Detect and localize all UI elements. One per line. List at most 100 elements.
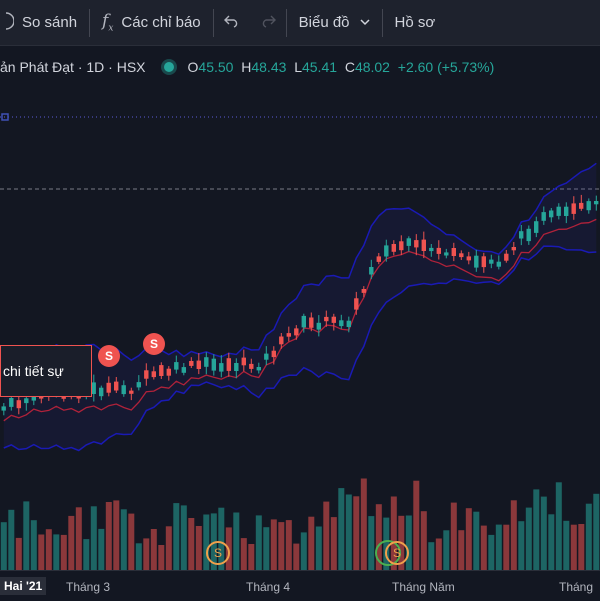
volume-bar (113, 500, 120, 570)
redo-button[interactable] (250, 0, 286, 46)
axis-label: Tháng (559, 580, 594, 594)
volume-bar (495, 524, 502, 570)
candle (136, 382, 141, 388)
candle (384, 245, 389, 257)
chart-grid (0, 113, 600, 190)
candle (324, 316, 329, 322)
profile-button[interactable]: Hồ sơ (383, 0, 448, 46)
volume-bar (105, 502, 112, 570)
price-chart[interactable] (0, 90, 600, 570)
volume-bar (533, 489, 540, 570)
toolbar-divider (89, 8, 91, 37)
volume-bar (285, 520, 292, 570)
volume-bar (458, 530, 465, 570)
line-handle[interactable] (1, 113, 9, 121)
candle (16, 400, 21, 409)
chart-type-button[interactable]: Biểu đồ (287, 0, 382, 46)
indicators-button[interactable]: fx Các chỉ báo (90, 0, 213, 46)
volume-bar (293, 543, 300, 570)
volume-bar (353, 496, 360, 570)
candle (406, 238, 411, 246)
volume-bar (23, 501, 30, 570)
undo-button[interactable] (214, 0, 250, 46)
volume-bar (390, 496, 397, 570)
axis-label: Tháng Năm (392, 580, 455, 594)
symbol-title[interactable]: ản Phát Đạt · 1D · HSX (0, 59, 146, 75)
volume-bar (428, 542, 435, 570)
volume-bar (345, 494, 352, 570)
volume-bar (518, 521, 525, 570)
volume-bar (480, 525, 487, 570)
candle (361, 289, 366, 293)
volume-bar (308, 516, 315, 570)
candle (526, 228, 531, 242)
volume-bar (30, 520, 37, 570)
volume-bar (158, 545, 165, 570)
change-value: +2.60 (+5.73%) (397, 59, 495, 75)
volume-bar (510, 500, 517, 570)
volume-bar (263, 527, 270, 570)
candle (106, 382, 111, 393)
profile-label: Hồ sơ (394, 14, 436, 31)
candle (159, 365, 164, 376)
split-marker[interactable]: S (143, 333, 165, 355)
low-value: 45.41 (301, 59, 338, 75)
tooltip-text: chi tiết sự (3, 363, 64, 379)
candle (256, 367, 261, 371)
chart-type-label: Biểu đồ (298, 14, 350, 31)
toolbar-divider (212, 8, 214, 37)
candle (331, 316, 336, 323)
candle (451, 248, 456, 256)
candle (99, 387, 104, 397)
candle (519, 231, 524, 239)
volume-bar (135, 543, 142, 570)
candle (264, 353, 269, 360)
volume-bar (323, 501, 330, 570)
candle (241, 357, 246, 366)
candle (249, 363, 254, 369)
volume-bar (338, 488, 345, 570)
volume-bar (75, 507, 82, 570)
split-marker[interactable]: S (98, 345, 120, 367)
volume-bar (503, 524, 510, 570)
volume-bar (128, 513, 135, 570)
volume-bar (420, 511, 427, 570)
volume-bar (473, 511, 480, 570)
close-value: 48.02 (354, 59, 390, 75)
market-status-dot[interactable] (163, 62, 174, 72)
event-tooltip[interactable]: chi tiết sự (0, 345, 92, 397)
high-value: 48.43 (251, 59, 287, 75)
candle (166, 368, 171, 376)
candle (219, 363, 224, 372)
event-marker[interactable]: S (206, 541, 230, 565)
candle (496, 261, 501, 267)
top-toolbar: So sánh fx Các chỉ báo Biểu đồ Hồ sơ (0, 0, 600, 46)
volume-bar (120, 509, 127, 570)
candle (91, 382, 96, 394)
time-axis[interactable]: Hai '21 Tháng 3 Tháng 4 Tháng Năm Tháng (0, 570, 600, 601)
volume-bar (83, 539, 90, 570)
event-marker-label: S (392, 546, 401, 560)
candle (24, 398, 29, 404)
axis-label: Tháng 3 (66, 580, 111, 594)
fx-icon: fx (102, 11, 114, 34)
event-marker[interactable]: S (385, 541, 409, 565)
compare-button[interactable]: So sánh (0, 0, 89, 46)
indicators-label: Các chỉ báo (121, 14, 201, 31)
volume-bar (270, 519, 277, 570)
candle (346, 320, 351, 327)
volume-bar (525, 507, 532, 570)
high-label: H (241, 59, 252, 75)
candle (504, 253, 509, 261)
volume-bar (45, 529, 52, 570)
volume-bar (68, 515, 75, 570)
candle (466, 256, 471, 261)
low-label: L (294, 59, 302, 75)
candle (121, 385, 126, 395)
candle (511, 247, 516, 251)
volume-bar (278, 522, 285, 570)
volume-bar (488, 534, 495, 570)
volume-bar (435, 538, 442, 570)
candle (541, 212, 546, 221)
volume-bar (368, 516, 375, 570)
